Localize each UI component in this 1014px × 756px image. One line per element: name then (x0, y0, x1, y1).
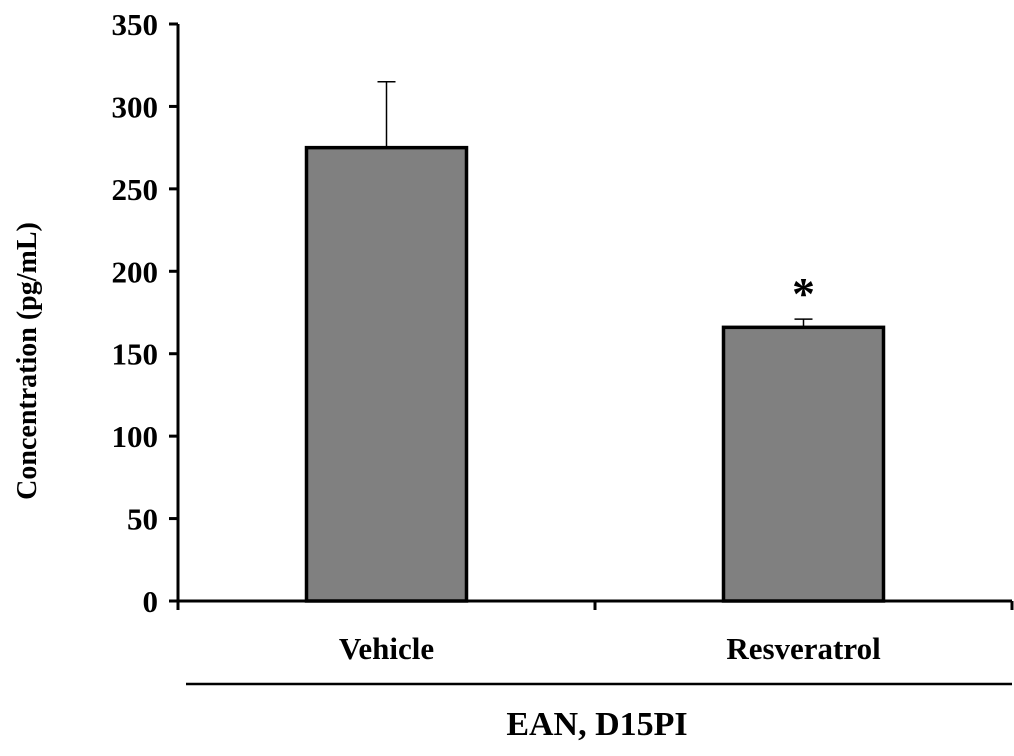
y-tick-label: 300 (112, 89, 159, 124)
error-bars-layer (377, 80, 813, 328)
significance-marker: * (792, 268, 815, 319)
y-tick-label: 150 (112, 337, 159, 372)
y-tick-label: 200 (112, 254, 159, 289)
labels-layer: Vehicle Resveratrol * (339, 268, 881, 666)
bars-layer (304, 145, 886, 603)
y-ticks-layer: 0 50 100 150 200 250 300 350 (112, 7, 178, 619)
bar-resveratrol (721, 325, 886, 603)
bar-vehicle (304, 145, 469, 603)
x-ticks-layer (176, 601, 1014, 610)
y-tick-label: 100 (112, 419, 159, 454)
y-tick-label: 50 (127, 502, 158, 537)
group-label: EAN, D15PI (506, 706, 687, 743)
y-tick-label: 0 (143, 584, 159, 619)
y-tick-label: 250 (112, 172, 159, 207)
y-axis-title: Concentration (pg/mL) (12, 222, 43, 500)
x-tick-label: Vehicle (339, 631, 434, 666)
y-tick-label: 350 (112, 7, 159, 42)
x-tick-label: Resveratrol (726, 631, 881, 666)
